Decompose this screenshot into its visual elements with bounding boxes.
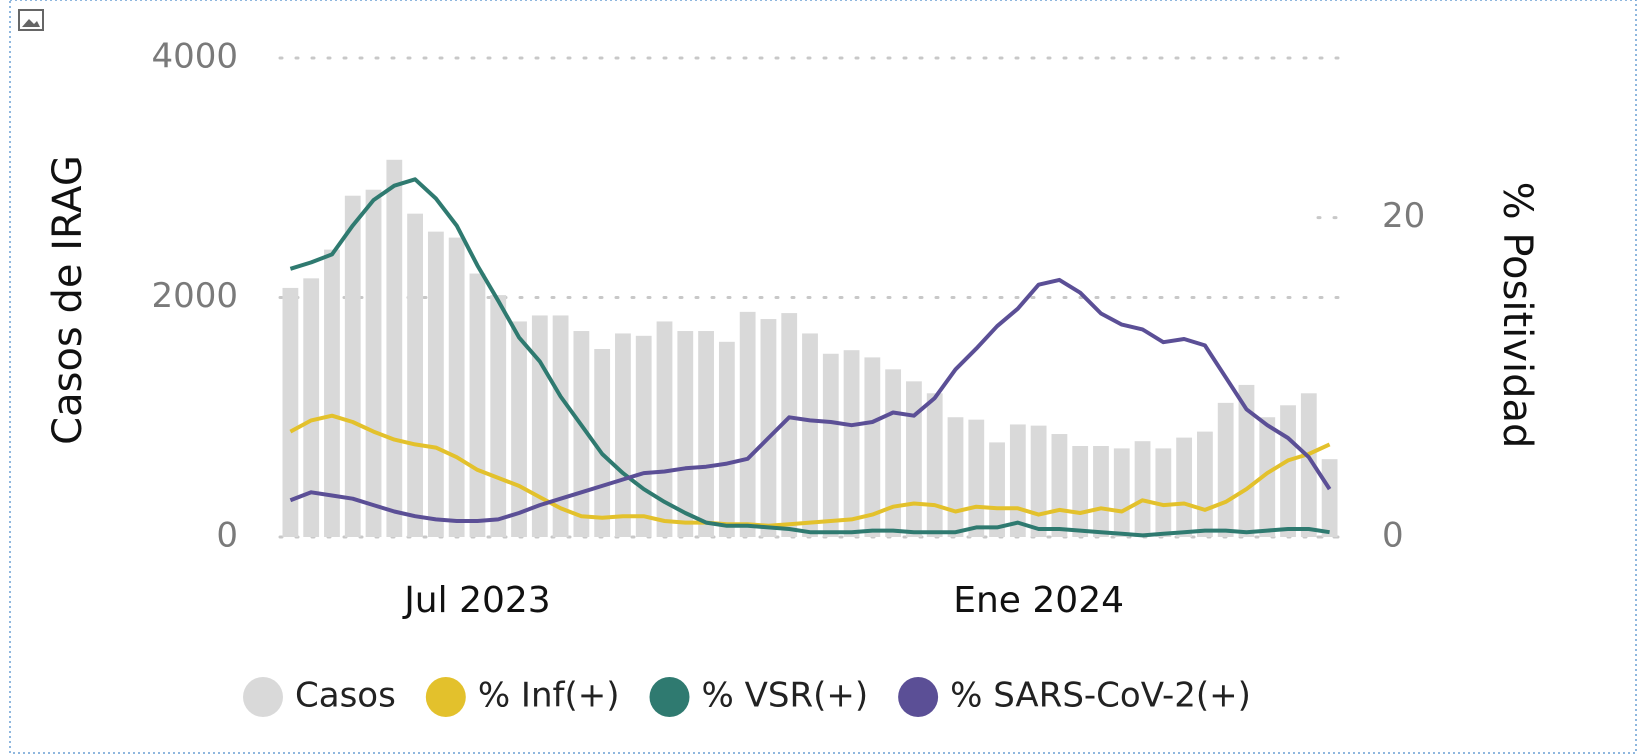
legend-marker (425, 677, 466, 717)
y-axis-title: Casos de IRAG (45, 155, 91, 445)
bar (552, 315, 569, 537)
x-tick-label: Ene 2024 (953, 580, 1124, 621)
bar (635, 335, 652, 537)
legend-marker (243, 677, 283, 717)
bar (1134, 441, 1151, 537)
bar (1009, 424, 1026, 537)
legend-label: % VSR(+) (702, 676, 869, 716)
bar (656, 321, 673, 537)
bar (448, 237, 465, 537)
y2-axis-title: % Positividad (1494, 182, 1540, 449)
bar (1300, 393, 1317, 537)
legend-marker (649, 677, 690, 717)
bar (1030, 425, 1047, 537)
bar (615, 333, 631, 537)
bar (802, 333, 818, 537)
bar (1113, 448, 1130, 537)
bar (365, 189, 382, 537)
bar (843, 350, 860, 537)
bar (427, 231, 444, 537)
bar (947, 417, 964, 537)
y-tick-label: 0 (216, 516, 238, 556)
bar (469, 273, 486, 537)
bar (511, 321, 527, 537)
legend-marker (898, 677, 939, 717)
bar (926, 393, 943, 537)
y-tick-label: 2000 (151, 276, 238, 316)
line (289, 413, 1331, 528)
bar (1072, 445, 1089, 537)
bar (781, 313, 798, 537)
frame (9, 0, 1637, 754)
legend-label: % SARS-CoV-2(+) (950, 676, 1251, 716)
x-tick-label: Jul 2023 (402, 580, 551, 621)
bar (822, 353, 839, 537)
y2-tick-label: 20 (1382, 196, 1425, 236)
bar (739, 311, 756, 537)
line (289, 177, 1330, 538)
image-icon (18, 9, 44, 31)
bar (906, 381, 922, 537)
line (289, 277, 1332, 523)
bar (490, 295, 507, 537)
bar (1280, 405, 1296, 537)
y2-tick-label: 0 (1382, 516, 1404, 556)
bar (324, 249, 340, 537)
bar (303, 278, 320, 537)
bar (1321, 459, 1338, 537)
bar (1093, 445, 1109, 537)
legend-label: % Inf(+) (478, 676, 620, 716)
bar (760, 319, 777, 537)
bar (344, 195, 361, 537)
bar (386, 159, 403, 537)
bar (1259, 417, 1276, 537)
bar (968, 419, 985, 537)
bar (885, 369, 902, 537)
bar (1197, 431, 1213, 537)
bar (864, 357, 881, 537)
bar (1217, 402, 1234, 537)
bar (1051, 434, 1068, 537)
y-tick-label: 4000 (151, 37, 238, 77)
bar (1155, 448, 1172, 537)
legend-label: Casos (295, 676, 396, 716)
bar (677, 331, 694, 537)
bar (1176, 437, 1193, 537)
bar (594, 348, 611, 537)
bar (989, 442, 1005, 537)
bar (718, 341, 735, 537)
bar (573, 331, 590, 537)
bar (698, 331, 714, 537)
bar (1238, 384, 1255, 537)
bar (282, 287, 299, 537)
bar (407, 213, 423, 538)
